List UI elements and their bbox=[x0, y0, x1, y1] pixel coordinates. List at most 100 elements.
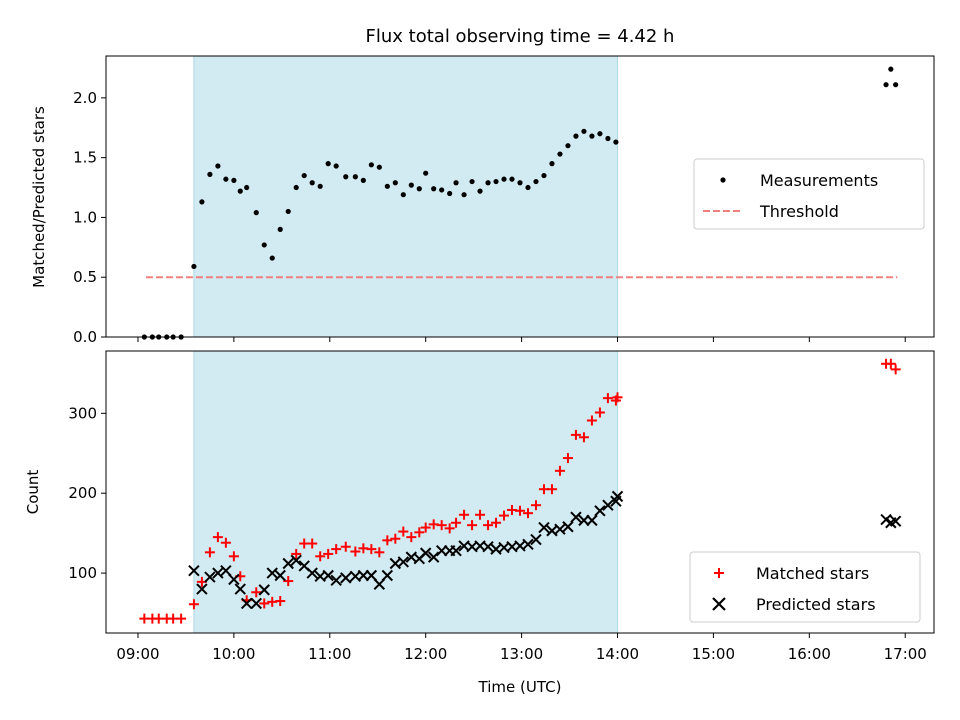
measurement-point bbox=[325, 161, 331, 167]
matched-star-point bbox=[350, 546, 361, 557]
measurement-point bbox=[333, 163, 339, 169]
matched-star-point bbox=[307, 538, 318, 549]
y-tick-label: 2.0 bbox=[73, 89, 97, 107]
measurement-point bbox=[453, 180, 459, 186]
x-tick-label: 12:00 bbox=[404, 645, 447, 663]
matched-star-point bbox=[530, 500, 541, 511]
matched-star-point bbox=[491, 517, 502, 528]
predicted-star-point bbox=[196, 583, 208, 595]
predicted-star-point bbox=[586, 514, 598, 527]
measurement-point bbox=[191, 263, 197, 270]
matched-star-point bbox=[228, 551, 239, 562]
predicted-star-point bbox=[258, 584, 270, 596]
predicted-star-point bbox=[234, 583, 246, 595]
matched-star-point bbox=[483, 520, 494, 531]
predicted-star-point bbox=[889, 515, 902, 527]
legend: Matched stars Predicted stars bbox=[689, 551, 921, 623]
measurement-point bbox=[501, 176, 507, 182]
measurement-point bbox=[416, 186, 422, 192]
x-tick-label: 14:00 bbox=[596, 645, 639, 663]
measurement-point bbox=[301, 172, 307, 179]
axes-frame bbox=[105, 350, 935, 634]
matched-star-point bbox=[275, 596, 286, 607]
legend-matched-swatch bbox=[714, 568, 724, 578]
matched-star-point bbox=[406, 532, 417, 543]
matched-star-point bbox=[612, 392, 623, 403]
predicted-star-point bbox=[228, 573, 240, 586]
matched-star-point bbox=[499, 510, 510, 521]
predicted-star-point bbox=[562, 521, 574, 533]
legend-predicted-swatch bbox=[712, 597, 726, 611]
measurement-point bbox=[469, 178, 475, 185]
matched-star-point bbox=[459, 509, 470, 520]
predicted-star-point bbox=[290, 554, 302, 567]
measurement-point bbox=[549, 161, 555, 167]
measurement-point bbox=[589, 133, 595, 139]
measurement-point bbox=[207, 171, 213, 177]
measurement-point bbox=[423, 170, 429, 176]
predicted-star-point bbox=[274, 569, 286, 582]
x-tick-label: 15:00 bbox=[692, 645, 735, 663]
measurement-point bbox=[517, 180, 523, 186]
predicted-star-point bbox=[282, 557, 294, 570]
predicted-star-point bbox=[419, 547, 432, 559]
measurement-point bbox=[293, 184, 299, 191]
x-tick-label: 17:00 bbox=[884, 645, 927, 663]
measurement-point bbox=[285, 208, 291, 215]
matched-star-point bbox=[220, 537, 231, 548]
legend-measurement-swatch bbox=[720, 177, 726, 183]
measurement-point bbox=[893, 82, 899, 88]
matched-star-point bbox=[212, 532, 223, 543]
bottom-panel: 100 200 300 09:00 10:00 11:00 12:00 13:00 14:00 1… bbox=[68, 350, 935, 663]
predicted-star-point bbox=[594, 505, 606, 517]
matched-star-point bbox=[374, 547, 385, 558]
y-tick-label: 200 bbox=[68, 484, 97, 502]
matched-star-point bbox=[414, 527, 425, 538]
matched-star-point bbox=[546, 484, 557, 495]
matched-star-point bbox=[467, 520, 478, 531]
measurement-point bbox=[509, 176, 515, 182]
matched-star-point bbox=[420, 522, 431, 533]
matched-star-point bbox=[251, 587, 262, 598]
predicted-star-point bbox=[570, 511, 582, 523]
predicted-star-point bbox=[250, 597, 262, 610]
measurement-point bbox=[309, 180, 315, 186]
measurement-point bbox=[493, 178, 499, 185]
matched-star-point bbox=[323, 548, 334, 559]
measurement-point bbox=[573, 133, 579, 139]
legend-label: Threshold bbox=[759, 202, 839, 221]
top-y-axis-label: Matched/Predicted stars bbox=[30, 106, 48, 288]
x-tick-label: 10:00 bbox=[212, 645, 255, 663]
matched-star-point bbox=[176, 613, 187, 624]
x-tick-label: 13:00 bbox=[500, 645, 543, 663]
matched-star-point bbox=[554, 465, 565, 476]
matched-star-point bbox=[475, 509, 486, 520]
matched-star-point bbox=[204, 547, 215, 558]
matched-star-point bbox=[188, 599, 199, 610]
axes-frame bbox=[105, 55, 935, 338]
measurement-point bbox=[253, 210, 259, 216]
measurement-point bbox=[541, 172, 547, 179]
matched-star-point bbox=[283, 576, 294, 587]
measurement-point bbox=[888, 66, 894, 72]
measurement-point bbox=[883, 82, 889, 88]
measurement-point bbox=[485, 180, 491, 186]
matched-star-point bbox=[586, 415, 597, 426]
predicted-star-point bbox=[522, 538, 534, 551]
predicted-star-point bbox=[240, 597, 253, 610]
predicted-star-point bbox=[365, 569, 378, 582]
predicted-star-point bbox=[212, 567, 224, 579]
measurement-point bbox=[400, 192, 406, 198]
matched-star-point bbox=[522, 508, 533, 519]
predicted-star-point bbox=[322, 569, 334, 582]
measurement-point bbox=[223, 176, 229, 182]
x-tick-label: 09:00 bbox=[116, 645, 159, 663]
measurement-point bbox=[477, 188, 483, 194]
predicted-star-point bbox=[450, 545, 462, 557]
y-tick-label: 1.0 bbox=[73, 208, 97, 226]
y-tick-label: 300 bbox=[68, 404, 97, 422]
measurement-point bbox=[261, 242, 267, 248]
measurement-point bbox=[376, 164, 382, 170]
legend-label: Predicted stars bbox=[756, 595, 876, 614]
